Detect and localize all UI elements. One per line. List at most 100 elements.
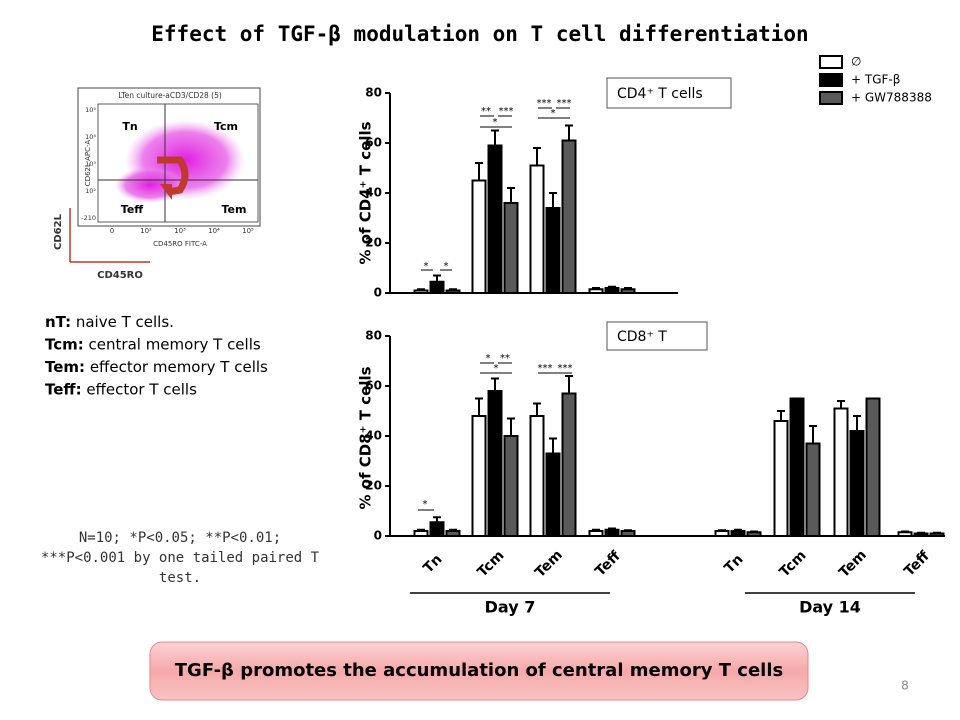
panel-box xyxy=(606,77,732,109)
bar xyxy=(529,164,545,294)
legend-swatch xyxy=(819,55,843,69)
bar xyxy=(429,280,445,294)
arrow xyxy=(157,156,189,196)
flow-axes xyxy=(97,103,259,223)
bar xyxy=(529,415,545,537)
x-tick-label: Tn xyxy=(721,551,746,576)
bar xyxy=(913,532,929,537)
bar xyxy=(849,430,865,537)
legend-label: + GW788388 xyxy=(851,91,932,105)
x-tick-label: Teff xyxy=(592,548,624,580)
bar xyxy=(487,144,503,294)
bar xyxy=(471,179,487,294)
bar xyxy=(833,407,849,537)
quadrant-label: Tn xyxy=(122,120,137,133)
y-tick-label: 0 xyxy=(374,286,382,300)
stats-line: test. xyxy=(159,570,201,586)
x-tick-label: Tcm xyxy=(475,548,508,581)
y-tick-label: 60 xyxy=(365,136,382,150)
bar xyxy=(487,390,503,537)
y-tick-label: 40 xyxy=(365,429,382,443)
group-label: Day 14 xyxy=(799,598,861,617)
arrow-head xyxy=(160,184,172,200)
bar xyxy=(897,531,913,537)
definition-term: nT: xyxy=(45,313,71,331)
bar xyxy=(604,528,620,537)
flow-y-tick: 10² xyxy=(85,187,96,195)
bar xyxy=(773,420,789,537)
legend-label: ∅ xyxy=(851,55,861,69)
flow-plot: LTen culture-aCD3/CD28 (5) Tn Tcm Teff T… xyxy=(53,87,261,281)
y-tick-label: 80 xyxy=(365,86,382,100)
significance: * xyxy=(423,499,428,510)
x-tick-label: Tem xyxy=(532,547,566,581)
significance: *** xyxy=(537,98,552,109)
flow-y-tick: 10³ xyxy=(85,160,96,168)
significance: * xyxy=(493,117,498,128)
flow-y-tick: -210 xyxy=(81,214,96,222)
bar xyxy=(561,392,577,537)
significance: * xyxy=(486,353,491,364)
bar xyxy=(445,530,461,537)
significance: *** xyxy=(499,106,514,117)
legend-label: + TGF-β xyxy=(851,73,900,87)
bar xyxy=(413,289,429,294)
panel-label: CD8⁺ T xyxy=(617,329,667,345)
flow-title: LTen culture-aCD3/CD28 (5) xyxy=(118,91,222,100)
bar xyxy=(714,530,730,537)
panel-label: CD4⁺ T cells xyxy=(617,86,703,102)
bar xyxy=(730,530,746,537)
conclusion-text: TGF-β promotes the accumulation of centr… xyxy=(175,660,783,681)
stats-note: N=10; *P<0.05; **P<0.01; ***P<0.001 by on… xyxy=(41,530,320,586)
flow-dots xyxy=(115,167,185,203)
flow-x-tick: 10³ xyxy=(174,227,186,235)
bar xyxy=(503,202,519,294)
bar xyxy=(929,532,945,537)
group-label: Day 7 xyxy=(485,598,536,617)
flow-y-tick: 10⁴ xyxy=(85,133,96,141)
definition: Tcm: central memory T cells xyxy=(45,335,261,353)
axis-x-name: CD45RO xyxy=(97,270,143,281)
bar xyxy=(588,530,604,537)
flow-x-tick: 10² xyxy=(140,227,152,235)
flow-y-label: CD62L APC-A xyxy=(84,140,92,187)
conclusion-banner xyxy=(149,641,809,701)
y-tick-label: 60 xyxy=(365,379,382,393)
y-tick-label: 0 xyxy=(374,529,382,543)
quadrant-label: Tem xyxy=(222,203,247,216)
bar xyxy=(471,415,487,537)
definition: nT: naive T cells. xyxy=(45,313,174,331)
page-number: 8 xyxy=(901,679,909,693)
definition-term: Tem: xyxy=(45,358,85,376)
x-tick-label: Tn xyxy=(420,551,445,576)
definition: Tem: effector memory T cells xyxy=(45,358,268,376)
y-tick-label: 40 xyxy=(365,186,382,200)
flow-y-tick: 10⁵ xyxy=(85,106,96,114)
significance: * xyxy=(444,261,449,272)
bar xyxy=(746,531,762,537)
significance: ** xyxy=(500,353,510,364)
bar xyxy=(545,207,561,294)
definition-text: naive T cells. xyxy=(71,313,174,331)
significance: *** xyxy=(557,98,572,109)
bar xyxy=(588,288,604,294)
y-axis-label: % of CD8⁺ T cells xyxy=(357,366,375,509)
quadrant-label: Tcm xyxy=(214,120,238,133)
bar xyxy=(545,452,561,537)
significance: *** xyxy=(538,363,553,374)
x-tick-label: Tem xyxy=(836,547,870,581)
bar xyxy=(620,530,636,537)
bar xyxy=(413,530,429,537)
y-axis-label: % of CD4⁺ T cells xyxy=(357,121,375,264)
flow-ticks: 0 10² 10³ 10⁴ 10⁵ -210 10² 10³ 10⁴ 10⁵ xyxy=(81,106,254,235)
y-tick-label: 20 xyxy=(365,236,382,250)
definition-text: effector T cells xyxy=(82,380,198,398)
significance: ** xyxy=(481,106,491,117)
bar xyxy=(561,139,577,294)
x-tick-label: Tcm xyxy=(777,548,810,581)
stats-line: ***P<0.001 by one tailed paired T xyxy=(41,550,320,566)
quadrant-label: Teff xyxy=(121,203,144,216)
flow-x-tick: 0 xyxy=(110,227,114,235)
bar xyxy=(620,288,636,294)
